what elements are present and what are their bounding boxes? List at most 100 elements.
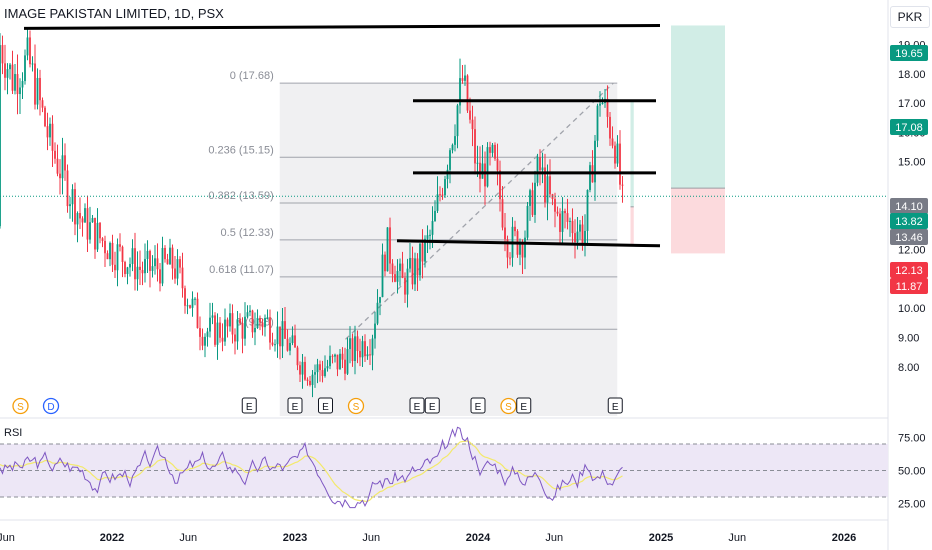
candle-body — [276, 326, 279, 345]
candle-body — [134, 248, 136, 280]
candle-body — [129, 263, 131, 268]
candle-body — [344, 359, 346, 374]
candle-body — [569, 220, 571, 222]
candle-body — [501, 199, 504, 228]
fib-trend-line — [345, 82, 614, 340]
candle-body — [286, 338, 289, 351]
candle-body — [464, 75, 466, 81]
candle-body — [29, 37, 31, 65]
candle-body — [184, 288, 186, 306]
candle-body — [459, 78, 461, 106]
candle-body — [606, 98, 609, 117]
price-tick-label: 10.00 — [898, 303, 926, 315]
candle-body — [16, 74, 19, 95]
time-tick-label: 2022 — [100, 532, 124, 544]
candle-body — [21, 81, 24, 88]
candle-body — [494, 144, 496, 159]
price-tick-label: 12.00 — [898, 245, 926, 257]
currency-button[interactable]: PKR — [890, 6, 930, 28]
candle-body — [619, 143, 621, 185]
candle-body — [301, 361, 304, 375]
candle-body — [281, 321, 284, 347]
candle-body — [386, 227, 389, 272]
candle-body — [506, 239, 509, 258]
candle-body — [109, 242, 111, 260]
candle-body — [284, 321, 286, 339]
candle-body — [239, 319, 241, 324]
price-badge-label: 14.10 — [895, 201, 923, 213]
candle-body — [146, 250, 149, 259]
candle-body — [99, 222, 101, 239]
support-line — [396, 239, 661, 248]
candle-body — [101, 238, 104, 241]
rsi-tick-label: 25.00 — [898, 499, 926, 511]
event-marker-label: S — [353, 402, 360, 413]
earnings-marker-label: E — [246, 402, 253, 413]
earnings-marker — [287, 397, 303, 414]
candle-body — [599, 103, 601, 106]
candle-body — [581, 224, 584, 244]
time-tick-label: Jun — [179, 532, 197, 544]
earnings-marker-label: E — [520, 402, 527, 413]
time-tick-label: 2026 — [832, 532, 856, 544]
candle-body — [589, 165, 591, 190]
candle-body — [136, 266, 139, 280]
fib-level-label: 0 (17.68) — [230, 70, 274, 82]
candle-body — [206, 331, 209, 337]
candle-body — [24, 55, 26, 82]
candle-body — [594, 140, 596, 183]
candle-body — [94, 218, 96, 250]
candle-body — [621, 184, 624, 186]
candle-body — [259, 317, 261, 323]
candle-body — [614, 145, 616, 164]
candle-body — [469, 110, 471, 120]
candle-body — [451, 144, 454, 151]
earnings-marker — [516, 397, 532, 414]
candle-body — [391, 263, 394, 275]
candle-body — [34, 63, 36, 105]
candle-body — [116, 244, 119, 271]
rsi-tick-label: 50.00 — [898, 466, 926, 478]
candle-body — [194, 298, 196, 300]
dividend-marker — [42, 397, 60, 415]
candle-body — [189, 305, 191, 308]
candle-body — [216, 322, 219, 345]
split-marker — [347, 397, 365, 415]
candle-body — [199, 328, 201, 337]
candle-body — [121, 246, 124, 262]
candle-body — [399, 263, 401, 271]
profit-zone — [671, 25, 725, 189]
candle-body — [446, 169, 449, 180]
candle-body — [409, 257, 411, 269]
earnings-marker-label: E — [322, 402, 329, 413]
rsi-label: RSI — [4, 427, 23, 439]
candle-body — [546, 176, 549, 203]
candle-body — [274, 344, 276, 346]
candle-body — [264, 317, 266, 328]
candle-body — [161, 247, 164, 284]
candle-body — [234, 334, 236, 342]
earnings-marker — [470, 397, 486, 414]
time-tick-label: Jun — [728, 532, 746, 544]
earnings-marker-label: E — [414, 402, 421, 413]
candle-body — [376, 302, 379, 324]
candle-body — [186, 305, 189, 307]
candle-body — [571, 220, 574, 234]
candle-body — [524, 237, 526, 258]
candle-body — [554, 198, 556, 212]
fib-level-label: 0.5 (12.33) — [221, 227, 274, 239]
candle-body — [374, 323, 376, 339]
event-marker-label: S — [505, 402, 512, 413]
candle-body — [64, 155, 66, 171]
candle-body — [559, 213, 561, 232]
candle-body — [341, 353, 344, 360]
candle-body — [131, 248, 134, 264]
candle-body — [14, 74, 16, 91]
candle-body — [439, 194, 441, 196]
earnings-marker — [607, 397, 623, 414]
candle-body — [251, 310, 254, 333]
candle-body — [59, 173, 61, 179]
candle-body — [306, 379, 309, 381]
candle-body — [289, 342, 291, 351]
